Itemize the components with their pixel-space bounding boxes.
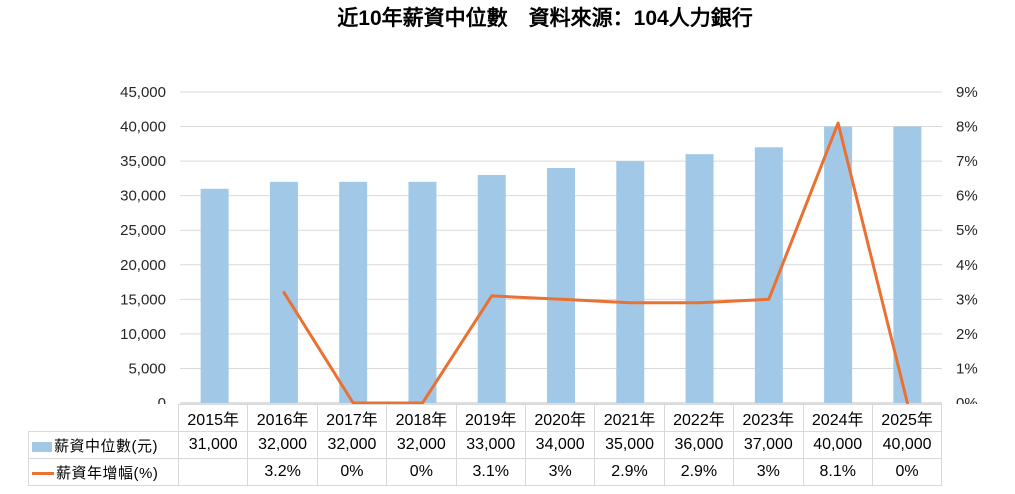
legend-cell-median-salary: 薪資中位數(元)	[28, 431, 179, 459]
left-axis-tick-label: 25,000	[120, 222, 166, 239]
left-axis-tick-label: 15,000	[120, 291, 166, 308]
left-axis-tick-label: 10,000	[120, 326, 166, 343]
right-axis-tick-label: 4%	[956, 257, 978, 274]
line-legend-swatch-icon	[32, 472, 54, 476]
value-cell: 3.2%	[247, 458, 318, 486]
year-cell: 2018年	[386, 404, 457, 432]
value-cell: 33,000	[455, 431, 526, 459]
value-cell: 0%	[316, 458, 388, 486]
bar-2021年	[616, 161, 645, 403]
left-axis-tick-label: 20,000	[120, 257, 166, 274]
chart-data-table: 2015年 2016年 2017年 2018年 2019年 2020年 2021年 2022年…	[28, 404, 943, 486]
series-name-label: 薪資年增幅(%)	[56, 464, 159, 482]
value-cell: 0%	[386, 458, 457, 486]
value-cell: 8.1%	[802, 458, 873, 486]
value-cell: 36,000	[663, 431, 735, 459]
right-axis-tick-label: 3%	[956, 291, 978, 308]
value-cell: 3%	[524, 458, 596, 486]
left-axis-tick-label: 45,000	[120, 84, 166, 101]
value-cell	[177, 458, 249, 486]
year-cell: 2025年	[871, 404, 943, 432]
value-cell: 40,000	[802, 431, 873, 459]
year-cell: 2019年	[455, 404, 526, 432]
bar-2017年	[339, 181, 368, 403]
value-cell: 32,000	[386, 431, 457, 459]
right-axis-tick-label: 1%	[956, 360, 978, 377]
year-cell: 2021年	[594, 404, 665, 432]
right-axis-tick-label: 9%	[956, 84, 978, 101]
value-cell: 0%	[871, 458, 943, 486]
right-axis-tick-label: 2%	[956, 326, 978, 343]
bar-2019年	[477, 174, 506, 403]
value-cell: 3%	[733, 458, 804, 486]
series-name-label: 薪資中位數(元)	[54, 437, 158, 455]
chart-plot-area: 0 5,000 10,000 15,000 20,000 25,000 30,000 35,0…	[120, 84, 978, 404]
value-cell: 2.9%	[663, 458, 735, 486]
bar-2025年	[893, 126, 922, 404]
year-cell: 2017年	[316, 404, 388, 432]
right-axis-tick-label: 0%	[956, 395, 978, 404]
year-cell: 2015年	[177, 404, 249, 432]
left-axis-tick-label: 0	[158, 395, 166, 404]
year-cell: 2020年	[524, 404, 596, 432]
left-axis-tick-label: 30,000	[120, 188, 166, 205]
value-cell: 35,000	[594, 431, 665, 459]
value-cell: 31,000	[177, 431, 249, 459]
right-axis-tick-label: 6%	[956, 188, 978, 205]
right-axis-tick-label: 5%	[956, 222, 978, 239]
left-axis-tick-label: 35,000	[120, 153, 166, 170]
value-cell: 34,000	[524, 431, 596, 459]
left-axis-tick-label: 5,000	[128, 360, 166, 377]
right-axis-tick-label: 8%	[956, 119, 978, 136]
value-cell: 32,000	[316, 431, 388, 459]
legend-cell-annual-growth: 薪資年增幅(%)	[28, 458, 179, 486]
growth-line	[282, 121, 909, 404]
bar-2020年	[547, 168, 575, 403]
value-cell: 3.1%	[455, 458, 526, 486]
bar-2018年	[408, 181, 437, 403]
year-cell: 2024年	[802, 404, 873, 432]
chart-title: 近10年薪資中位數 資料來源：104人力銀行	[337, 7, 753, 30]
bar-2015年	[200, 188, 229, 403]
value-cell: 32,000	[247, 431, 318, 459]
year-cell: 2022年	[663, 404, 735, 432]
right-axis-tick-label: 7%	[956, 153, 978, 170]
value-cell: 2.9%	[594, 458, 665, 486]
left-axis-tick-label: 40,000	[120, 119, 166, 136]
year-cell: 2016年	[247, 404, 318, 432]
table-corner-cell	[29, 405, 179, 432]
bar-2022年	[685, 154, 714, 403]
value-cell: 37,000	[733, 431, 804, 459]
year-cell: 2023年	[733, 404, 804, 432]
value-cell: 40,000	[871, 431, 943, 459]
bar-legend-swatch-icon	[32, 441, 52, 452]
bar-2024年	[824, 126, 853, 404]
